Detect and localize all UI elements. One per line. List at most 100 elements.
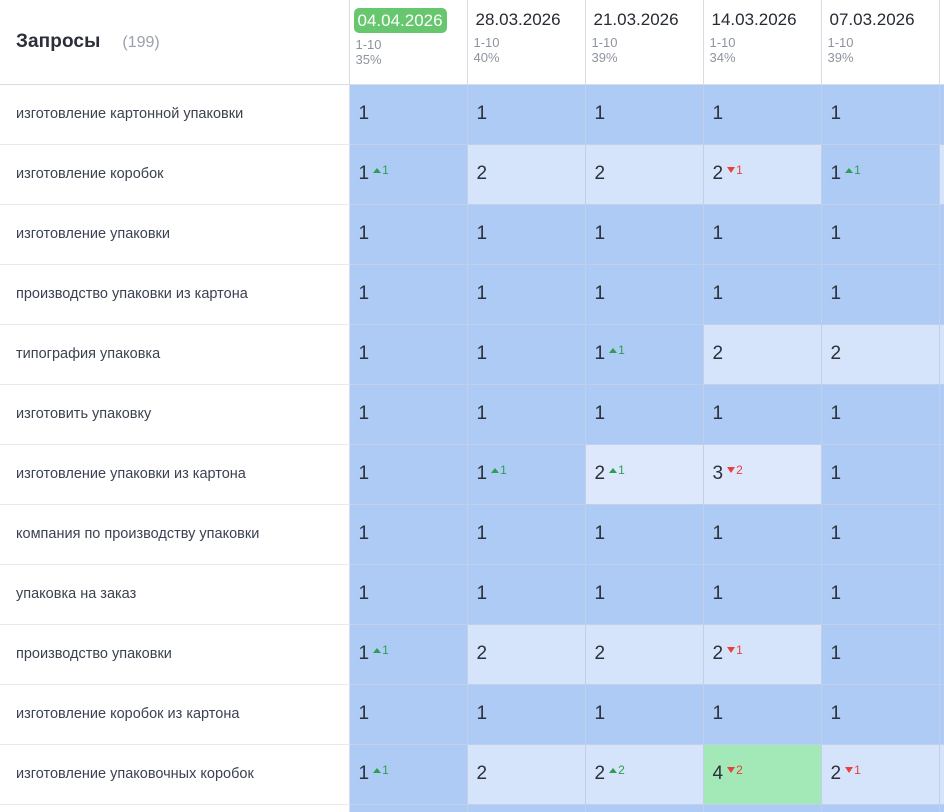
rank-cell[interactable]: 1	[585, 384, 704, 445]
rank-cell[interactable]	[939, 204, 944, 265]
rank-cell[interactable]	[821, 804, 940, 812]
table-row[interactable]: изготовить упаковку 1 1 1 1 1	[0, 384, 944, 445]
rank-cell[interactable]	[939, 684, 944, 745]
keyword-cell[interactable]: производство упаковки	[0, 624, 350, 685]
keyword-cell[interactable]: компания по производству упаковки	[0, 504, 350, 565]
rank-cell[interactable]: 1	[467, 684, 586, 745]
date-column-header-2[interactable]: 28.03.2026 1-10 40%	[467, 0, 586, 85]
rank-cell[interactable]: 1	[348, 204, 468, 265]
table-row[interactable]: типография упаковка 1 1 1 1 2 2	[0, 324, 944, 385]
rank-cell[interactable]: 1	[585, 264, 704, 325]
rank-cell[interactable]: 1	[821, 204, 940, 265]
rank-cell[interactable]: 1	[348, 84, 468, 145]
rank-cell[interactable]: 1	[821, 684, 940, 745]
rank-cell[interactable]: 1	[703, 684, 822, 745]
keyword-cell[interactable]: изготовление картонной упаковки	[0, 84, 350, 145]
rank-cell[interactable]	[703, 804, 822, 812]
rank-cell[interactable]: 1	[467, 264, 586, 325]
rank-cell[interactable]: 1	[703, 84, 822, 145]
table-row[interactable]: изготовление коробок 1 1 2 2 2 1 1 1	[0, 144, 944, 205]
date-column-header-3[interactable]: 21.03.2026 1-10 39%	[585, 0, 704, 85]
rank-cell[interactable]	[939, 84, 944, 145]
keyword-cell[interactable]: изготовление коробок из картона	[0, 684, 350, 745]
rank-cell[interactable]	[467, 804, 586, 812]
rank-cell[interactable]	[939, 264, 944, 325]
rank-cell[interactable]	[939, 744, 944, 805]
keyword-cell[interactable]: изготовление коробок	[0, 144, 350, 205]
rank-cell[interactable]: 1	[348, 564, 468, 625]
rank-cell[interactable]: 1	[585, 564, 704, 625]
rank-cell[interactable]: 1	[585, 204, 704, 265]
rank-cell[interactable]: 1	[467, 84, 586, 145]
rank-cell[interactable]: 2	[467, 624, 586, 685]
table-row[interactable]: изготовление коробок из картона 1 1 1 1 1	[0, 684, 944, 745]
rank-cell[interactable]: 1	[348, 504, 468, 565]
table-row[interactable]: изготовление упаковки 1 1 1 1 1	[0, 204, 944, 265]
keyword-cell[interactable]: изготовление упаковки из картона	[0, 444, 350, 505]
table-row[interactable]	[0, 804, 944, 812]
rank-cell[interactable]: 1	[821, 444, 940, 505]
rank-cell[interactable]: 1	[467, 564, 586, 625]
rank-cell[interactable]: 1	[821, 504, 940, 565]
rank-cell[interactable]: 1	[348, 324, 468, 385]
rank-cell[interactable]	[348, 804, 468, 812]
rank-cell[interactable]: 1	[703, 564, 822, 625]
rank-cell[interactable]: 1	[703, 204, 822, 265]
table-row[interactable]: производство упаковки из картона 1 1 1 1 1	[0, 264, 944, 325]
rank-cell[interactable]	[939, 504, 944, 565]
keyword-cell[interactable]: изготовление упаковки	[0, 204, 350, 265]
rank-cell[interactable]: 2	[467, 144, 586, 205]
rank-cell[interactable]: 1	[821, 624, 940, 685]
rank-cell[interactable]: 1	[348, 384, 468, 445]
rank-cell[interactable]: 1	[467, 384, 586, 445]
rank-cell[interactable]: 1	[585, 684, 704, 745]
rank-cell[interactable]	[939, 624, 944, 685]
rank-cell[interactable]	[939, 444, 944, 505]
rank-cell[interactable]: 1	[703, 264, 822, 325]
rank-cell[interactable]: 2	[467, 744, 586, 805]
rank-cell[interactable]: 2	[703, 324, 822, 385]
rank-cell[interactable]: 2	[585, 144, 704, 205]
rank-cell[interactable]: 1	[821, 384, 940, 445]
keyword-cell[interactable]	[0, 804, 350, 812]
keyword-cell[interactable]: типография упаковка	[0, 324, 350, 385]
keyword-cell[interactable]: изготовление упаковочных коробок	[0, 744, 350, 805]
rank-cell[interactable]: 1	[467, 204, 586, 265]
date-column-header-5[interactable]: 07.03.2026 1-10 39%	[821, 0, 940, 85]
rank-cell[interactable]	[939, 804, 944, 812]
rank-cell[interactable]: 1	[703, 504, 822, 565]
rank-cell[interactable]: 1	[821, 564, 940, 625]
rank-cell[interactable]	[939, 144, 944, 205]
table-row[interactable]: изготовление картонной упаковки 1 1 1 1 1	[0, 84, 944, 145]
keyword-cell[interactable]: изготовить упаковку	[0, 384, 350, 445]
rank-cell[interactable]: 1	[703, 384, 822, 445]
table-row[interactable]: упаковка на заказ 1 1 1 1 1	[0, 564, 944, 625]
rank-cell[interactable]: 1	[348, 444, 468, 505]
date-column-header-6[interactable]: 21	[939, 0, 944, 85]
rank-cell[interactable]: 1	[585, 504, 704, 565]
rank-cell[interactable]	[585, 804, 704, 812]
rank-cell[interactable]	[939, 324, 944, 385]
rank-cell[interactable]: 1	[348, 684, 468, 745]
keyword-cell[interactable]: упаковка на заказ	[0, 564, 350, 625]
rank-cell[interactable]: 1	[821, 84, 940, 145]
rank-cell[interactable]: 2	[821, 324, 940, 385]
rank-cell[interactable]: 1	[467, 504, 586, 565]
rank-cell[interactable]	[939, 384, 944, 445]
table-row[interactable]: изготовление упаковочных коробок 1 1 2 2 2 4 2 2…	[0, 744, 944, 805]
rank-cell[interactable]	[939, 564, 944, 625]
table-row[interactable]: компания по производству упаковки 1 1 1 1 1	[0, 504, 944, 565]
